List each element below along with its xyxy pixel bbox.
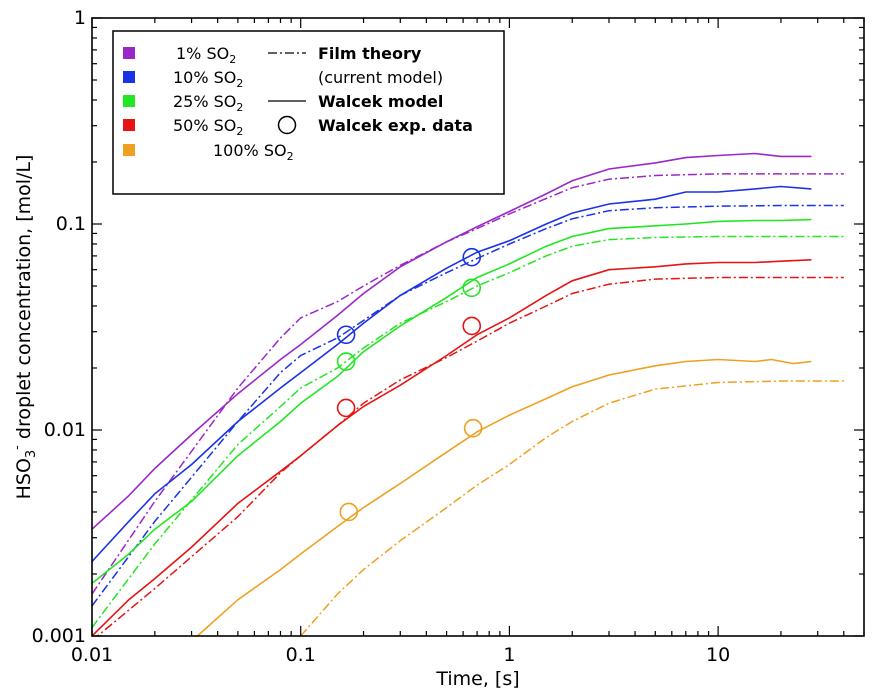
legend-swatch [123,95,135,107]
legend-series-label: 10% SO2 [173,68,243,90]
y-tick-label: 1 [74,7,86,29]
film-theory-line-10pct [92,204,844,607]
x-tick-label: 0.1 [286,644,316,666]
walcek-model-line-1pct [92,152,812,530]
walcek-model-line-25pct [92,218,812,585]
legend-series-label: 100% SO2 [213,141,294,163]
y-tick-label: 0.1 [56,213,86,235]
exp-data-point-50pct [336,398,356,418]
film-theory-line-100pct [300,380,844,636]
exp-data-point-25pct [336,352,356,371]
plot-series [92,152,844,636]
exp-data-point-25pct [462,278,482,298]
y-axis-title: HSO3- droplet concentration, [mol/L] [10,155,39,500]
exp-data-point-10pct [336,325,356,345]
legend-style-label: Walcek model [318,92,443,111]
x-tick-label: 1 [503,644,515,666]
x-tick-label: 10 [706,644,730,666]
legend-series-label: 1% SO2 [176,44,236,66]
legend-swatch [123,119,135,131]
x-axis-title: Time, [s] [435,668,519,690]
axis-ticks [91,17,865,637]
walcek-model-line-100pct [196,358,812,636]
legend-circle-marker [277,115,297,135]
walcek-model-line-10pct [92,185,812,563]
legend-box [112,30,505,195]
legend-swatch [123,144,135,156]
legend-series-label: 50% SO2 [173,116,243,138]
legend-series-label: 25% SO2 [173,92,243,114]
legend-swatch [123,47,135,59]
plot-frame [91,17,865,637]
y-tick-label: 0.01 [44,419,86,441]
film-theory-line-50pct [96,276,844,636]
exp-data-point-100pct [339,502,359,522]
exp-data-point-50pct [462,316,482,336]
legend-swatch [123,71,135,83]
legend-style-label: Walcek exp. data [318,116,473,135]
y-tick-label: 0.001 [32,625,86,647]
film-theory-line-1pct [92,173,844,595]
x-tick-label: 0.01 [71,644,113,666]
film-theory-line-25pct [92,235,844,628]
walcek-model-line-50pct [92,259,812,636]
legend-style-label: (current model) [318,68,443,87]
exp-data-point-100pct [463,418,483,438]
exp-data-point-10pct [462,247,482,267]
legend-style-label: Film theory [318,44,422,63]
